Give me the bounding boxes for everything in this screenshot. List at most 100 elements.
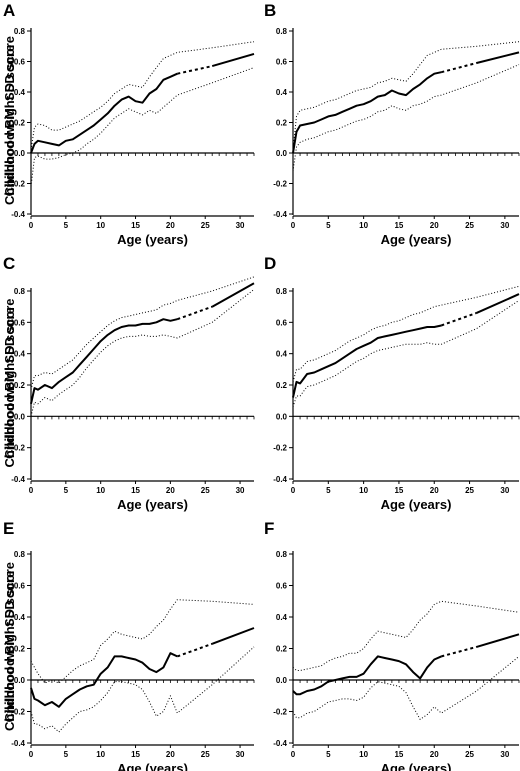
extrapolation-line [440, 311, 477, 327]
y-tick-label: 0.8 [276, 550, 288, 559]
confidence-bound-line [292, 64, 520, 172]
y-tick-label: 0.0 [276, 149, 288, 158]
y-tick-label: 0.8 [276, 287, 288, 296]
x-tick-label: 10 [96, 486, 105, 495]
x-tick-label: 5 [64, 221, 69, 230]
y-tick-label: 0.0 [14, 676, 26, 685]
y-axis-title: Childhood BMI SD score [2, 45, 17, 197]
y-tick-label: 0.4 [276, 350, 288, 359]
x-tick-label: 15 [394, 486, 403, 495]
panel-letter: A [3, 1, 15, 20]
x-axis-title: Age (years) [117, 497, 188, 512]
y-axis-title: Childhood BMI SD score [2, 307, 17, 459]
x-tick-label: 10 [359, 221, 368, 230]
y-tick-label: 0.6 [14, 58, 26, 67]
x-tick-label: 20 [430, 750, 439, 759]
estimate-line [211, 627, 255, 645]
panel-c: C -0.4 -0.2 0.0 0.2 0.4 0.6 0.8 0 5 10 15 20 25 30 Age … [2, 254, 255, 512]
x-tick-label: 30 [500, 750, 509, 759]
y-tick-label: 0.0 [14, 412, 26, 421]
estimate-line [292, 655, 442, 696]
extrapolation-line [177, 65, 213, 75]
x-tick-label: 10 [96, 221, 105, 230]
x-axis-title: Age (years) [381, 761, 452, 771]
x-tick-label: 15 [394, 221, 403, 230]
y-tick-label: -0.2 [273, 444, 287, 453]
extrapolation-line [176, 642, 213, 658]
y-tick-label: 0.0 [14, 149, 26, 158]
x-tick-label: 25 [465, 750, 474, 759]
y-tick-label: 0.6 [14, 318, 26, 327]
y-tick-label: -0.4 [11, 739, 25, 748]
x-tick-label: 30 [236, 486, 245, 495]
y-tick-label: 0.8 [14, 287, 26, 296]
x-tick-label: 25 [465, 486, 474, 495]
x-axis-title: Age (years) [117, 761, 188, 771]
y-tick-label: 0.8 [276, 27, 288, 36]
x-tick-label: 10 [359, 750, 368, 759]
y-tick-label: 0.2 [276, 381, 288, 390]
y-tick-label: -0.2 [11, 708, 25, 717]
extrapolation-line [441, 645, 477, 658]
panel-d: D -0.4 -0.2 0.0 0.2 0.4 0.6 0.8 0 5 10 15 20 25 30 Age … [2, 254, 520, 512]
x-tick-label: 10 [96, 750, 105, 759]
confidence-bound-line [292, 299, 520, 408]
x-tick-label: 30 [236, 750, 245, 759]
confidence-bound-line [30, 289, 255, 417]
y-tick-label: 0.2 [14, 381, 26, 390]
x-axis-title: Age (years) [381, 232, 452, 247]
confidence-bound-line [292, 656, 520, 720]
y-tick-label: 0.4 [14, 613, 26, 622]
y-tick-label: -0.2 [11, 444, 25, 453]
x-tick-label: 20 [430, 486, 439, 495]
x-tick-label: 0 [291, 486, 296, 495]
panel-e: E -0.4 -0.2 0.0 0.2 0.4 0.6 0.8 0 5 10 15 20 25 30 Age … [2, 519, 255, 771]
estimate-line [211, 282, 255, 308]
confidence-bound-line [292, 41, 520, 150]
y-tick-label: 0.2 [14, 645, 26, 654]
y-tick-label: -0.4 [11, 210, 25, 219]
x-tick-label: 20 [166, 221, 175, 230]
x-axis-title: Age (years) [117, 232, 188, 247]
x-tick-label: 15 [131, 750, 140, 759]
x-tick-label: 20 [166, 750, 175, 759]
x-tick-label: 30 [236, 221, 245, 230]
y-axis-title: Childhood weight SD score [2, 36, 17, 205]
y-tick-label: 0.8 [14, 27, 26, 36]
x-tick-label: 25 [465, 221, 474, 230]
estimate-line [476, 51, 520, 64]
x-tick-label: 5 [326, 750, 331, 759]
panel-f: F -0.4 -0.2 0.0 0.2 0.4 0.6 0.8 0 5 10 15 20 25 30 Age … [2, 519, 520, 771]
x-tick-label: 15 [394, 750, 403, 759]
x-tick-label: 15 [131, 486, 140, 495]
y-tick-label: 0.6 [276, 318, 288, 327]
x-tick-label: 0 [29, 221, 34, 230]
y-tick-label: 0.2 [276, 119, 288, 128]
x-tick-label: 20 [430, 221, 439, 230]
estimate-line [292, 71, 442, 154]
x-tick-label: 10 [359, 486, 368, 495]
x-tick-label: 30 [500, 221, 509, 230]
y-tick-label: 0.6 [276, 582, 288, 591]
x-tick-label: 0 [29, 486, 34, 495]
y-tick-label: 0.6 [276, 58, 288, 67]
panel-letter: C [3, 254, 15, 273]
y-tick-label: 0.0 [276, 676, 288, 685]
y-tick-label: 0.4 [276, 613, 288, 622]
x-tick-label: 0 [291, 750, 296, 759]
x-tick-label: 0 [29, 750, 34, 759]
estimate-line [292, 324, 442, 398]
confidence-bound-line [30, 599, 255, 684]
x-tick-label: 20 [166, 486, 175, 495]
x-tick-label: 25 [201, 221, 210, 230]
confidence-bound-line [30, 276, 255, 390]
y-tick-label: 0.4 [14, 350, 26, 359]
x-axis-title: Age (years) [381, 497, 452, 512]
extrapolation-line [441, 62, 477, 74]
estimate-line [476, 633, 520, 648]
panel-letter: D [264, 254, 276, 273]
estimate-line [30, 318, 178, 405]
estimate-line [211, 52, 255, 68]
x-tick-label: 25 [201, 486, 210, 495]
y-tick-label: -0.4 [11, 475, 25, 484]
